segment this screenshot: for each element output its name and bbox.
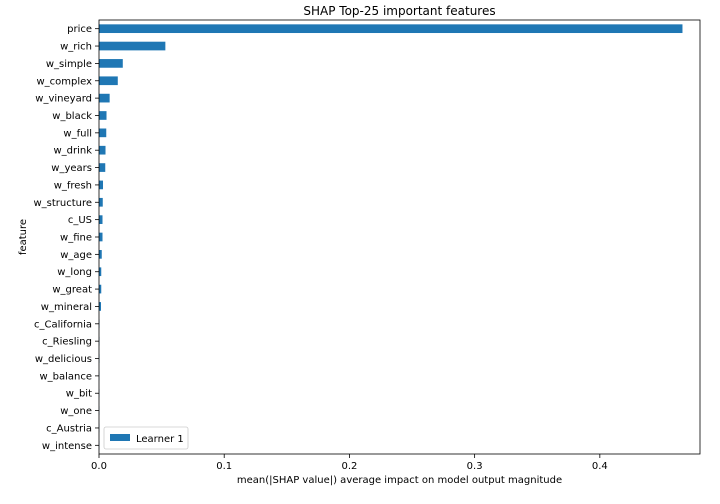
x-tick-label: 0.3 [467,461,483,472]
x-tick-label: 0.2 [341,461,357,472]
y-tick-label: w_years [51,163,92,174]
bar-w_great [99,284,102,294]
y-tick-label: w_complex [36,76,92,87]
y-tick-label: w_vineyard [35,94,92,105]
y-tick-label: w_long [57,267,92,278]
y-tick-label: w_drink [53,146,92,157]
y-tick-label: price [67,24,92,35]
bar-w_long [99,267,102,277]
plot-frame [98,19,701,455]
y-tick-label: w_fine [60,233,92,244]
bar-price [99,24,683,34]
legend-label: Learner 1 [136,434,184,445]
y-tick-label: w_full [63,128,92,139]
y-tick-label: w_intense [42,441,92,452]
x-axis-label: mean(|SHAP value|) average impact on mod… [237,475,562,486]
y-tick-label: w_great [52,285,92,296]
x-tick-label: 0.0 [91,461,107,472]
y-tick-label: c_US [68,215,92,226]
legend-box [103,426,189,450]
bar-w_years [99,163,106,172]
y-tick-label: w_structure [33,198,92,209]
y-tick-label: c_California [34,319,92,330]
y-tick-label: w_balance [39,371,92,382]
legend-swatch [110,434,130,441]
bar-w_age [99,250,102,259]
bar-w_simple [99,59,123,68]
bar-w_full [99,128,107,138]
chart-title: SHAP Top-25 important features [303,4,495,18]
bar-w_complex [99,76,118,86]
y-tick-label: w_one [60,406,92,417]
y-tick-label: c_Austria [46,423,92,434]
bar-c_US [99,215,103,224]
y-tick-label: c_Riesling [42,337,92,348]
y-tick-label: w_fresh [54,180,92,191]
bar-w_rich [99,41,166,51]
bar-w_mineral [99,302,102,311]
y-axis-label: feature [18,219,29,255]
y-tick-label: w_delicious [35,354,92,365]
bar-w_vineyard [99,93,110,103]
y-axis: price w_rich w_simple w_complex w_vineyard w_… [33,24,99,452]
y-tick-label: w_age [60,250,92,261]
y-tick-label: w_bit [66,389,92,400]
bar-w_fresh [99,180,104,190]
bars-layer [99,24,683,450]
x-tick-label: 0.1 [216,461,232,472]
x-axis: 0.0 0.1 0.2 0.3 0.4 [91,454,608,472]
bar-w_black [99,111,107,120]
bar-w_fine [99,232,103,242]
y-tick-label: w_rich [60,42,92,53]
x-tick-label: 0.4 [592,461,608,472]
legend: Learner 1 [103,426,189,450]
y-tick-label: w_mineral [41,302,92,313]
bar-w_structure [99,197,103,207]
y-tick-label: w_black [52,111,92,122]
bar-w_drink [99,145,106,155]
y-tick-label: w_simple [46,59,92,70]
